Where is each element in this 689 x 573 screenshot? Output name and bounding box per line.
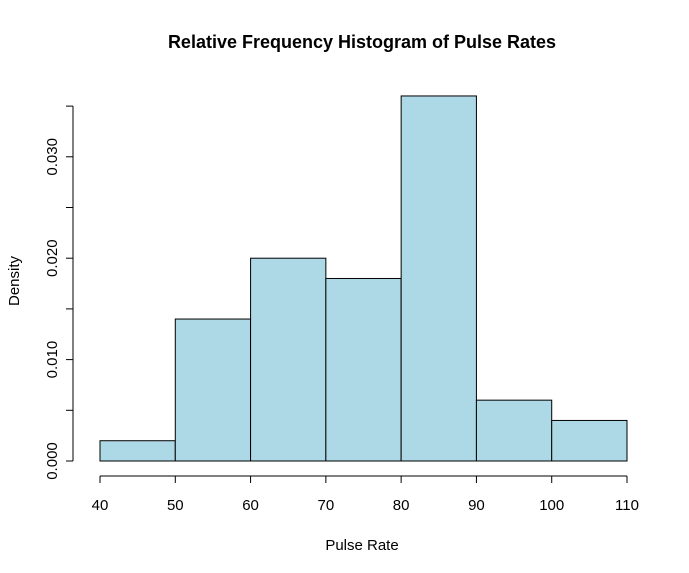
- y-axis-label: Density: [6, 255, 23, 306]
- x-tick-label: 90: [468, 497, 485, 514]
- histogram-bar-50-60: [174, 318, 252, 462]
- histogram-bar-40-50: [99, 440, 176, 462]
- histogram-bar-70-80: [325, 277, 402, 462]
- x-axis: 40 50 60 70 80 90 100 110: [92, 475, 639, 514]
- x-tick-label: 70: [318, 497, 335, 514]
- x-tick-label: 100: [539, 497, 564, 514]
- bars-group: [99, 95, 628, 462]
- histogram-bar-80-90: [400, 95, 477, 462]
- x-tick-label: 80: [393, 497, 410, 514]
- histogram-bar-60-70: [250, 257, 327, 462]
- y-tick-label: 0.010: [44, 341, 61, 379]
- y-tick-label: 0.000: [44, 442, 61, 480]
- x-tick-label: 60: [242, 497, 259, 514]
- chart-title: Relative Frequency Histogram of Pulse Ra…: [168, 32, 556, 52]
- x-tick-label: 110: [615, 497, 639, 514]
- x-tick-label: 50: [167, 497, 184, 514]
- histogram-bar-100-110: [551, 419, 628, 462]
- y-tick-label: 0.030: [44, 138, 61, 176]
- x-axis-label: Pulse Rate: [325, 537, 398, 554]
- histogram-bar-90-100: [475, 399, 553, 462]
- x-tick-label: 40: [92, 497, 109, 514]
- y-tick-label: 0.020: [44, 239, 61, 277]
- y-axis: 0.000 0.010 0.020 0.030: [44, 105, 74, 480]
